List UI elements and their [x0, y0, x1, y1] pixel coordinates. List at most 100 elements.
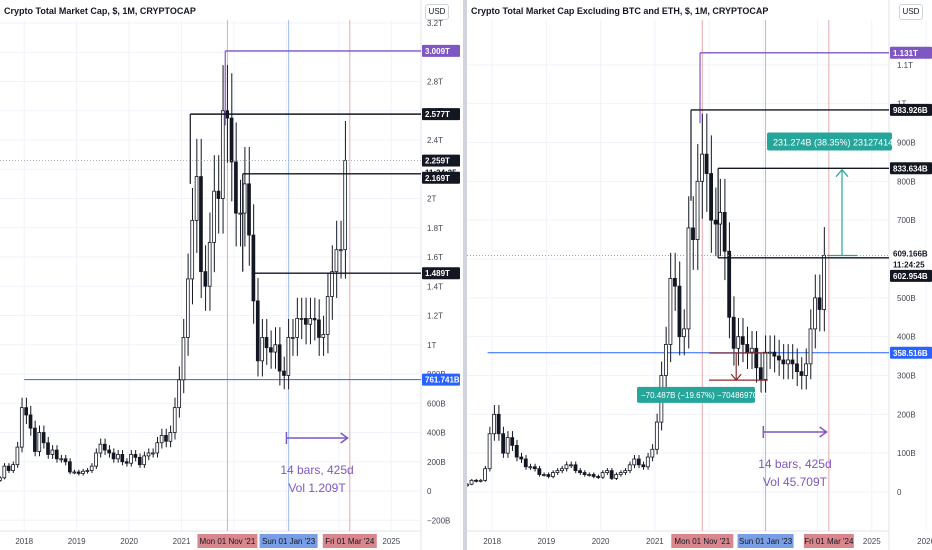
price-label: 1.489T: [425, 269, 450, 278]
measure-arrow-head: [340, 432, 349, 444]
y-tick-label: 600B: [427, 399, 446, 408]
candle-body: [767, 351, 772, 354]
y-tick-label: 1.4T: [427, 282, 443, 291]
measure-bars-text: 14 bars, 425d: [758, 457, 831, 471]
candle-body: [238, 212, 243, 215]
right-chart-pane[interactable]: 1.1T1T900B800B700B600B500B400B300B200B10…: [467, 0, 932, 550]
y-tick-label: 200B: [427, 458, 446, 467]
right-chart-canvas[interactable]: 1.1T1T900B800B700B600B500B400B300B200B10…: [467, 0, 932, 550]
candle-body: [247, 183, 251, 236]
candle-body: [234, 161, 238, 214]
price-label: 11:24:25: [893, 260, 925, 269]
y-tick-label: 200B: [897, 410, 916, 419]
candle-body: [673, 278, 677, 287]
candle-body: [745, 344, 750, 353]
candle-body: [799, 371, 804, 376]
candle-body: [277, 344, 282, 372]
candle-body: [24, 407, 28, 416]
right-chart-title: Crypto Total Market Cap Excluding BTC an…: [471, 6, 769, 16]
candle-body: [54, 449, 59, 460]
candle-body: [186, 278, 190, 338]
candle-body: [15, 446, 20, 466]
candle-body: [102, 443, 107, 451]
candle-body: [609, 470, 614, 479]
candle-body: [229, 117, 234, 163]
price-label: 1.131T: [893, 49, 918, 58]
candle-body: [582, 472, 587, 475]
candle-body: [718, 211, 723, 225]
candle-body: [727, 250, 732, 318]
price-label-box: [890, 247, 932, 260]
candle-body: [569, 464, 573, 467]
candle-body: [749, 347, 754, 353]
price-label: 358.516B: [893, 349, 928, 358]
candle-body: [137, 456, 142, 466]
x-tick-label: 2020: [120, 537, 138, 546]
y-tick-label: 100B: [897, 449, 916, 458]
x-tick-label: 2021: [173, 537, 191, 546]
candle-body: [709, 173, 714, 221]
candle-body: [312, 318, 317, 321]
y-tick-label: 700B: [897, 216, 916, 225]
candle-body: [220, 110, 225, 199]
candle-body: [605, 470, 610, 473]
candle-body: [98, 443, 103, 454]
candle-body: [487, 433, 492, 470]
candle-body: [295, 318, 299, 338]
candle-body: [142, 455, 146, 466]
candle-body: [63, 458, 68, 463]
price-label-box: [422, 267, 460, 280]
candle-body: [321, 334, 326, 338]
y-tick-label: 300B: [897, 372, 916, 381]
y-tick-label: 2.8T: [427, 78, 443, 87]
candle-body: [120, 454, 125, 463]
measure-down-text: −70.487B (−19.67%) −70486970823: [641, 391, 771, 400]
candle-body: [614, 474, 619, 479]
price-label: 3.009T: [425, 47, 450, 56]
measure-down-head: [730, 373, 742, 382]
y-tick-label: −200B: [427, 516, 450, 525]
candle-body: [532, 466, 537, 470]
candle-body: [146, 452, 151, 457]
price-label-box: [890, 346, 932, 359]
candle-body: [483, 468, 487, 481]
date-marker-label: Sun 01 Jan '23: [739, 537, 793, 546]
candle-body: [0, 477, 2, 481]
candle-body: [813, 297, 817, 330]
candle-body: [216, 190, 221, 199]
left-currency-button[interactable]: USD: [425, 4, 449, 20]
right-currency-button[interactable]: USD: [899, 4, 923, 20]
candle-body: [645, 456, 650, 468]
y-tick-label: 500B: [897, 294, 916, 303]
measure-arrow-head: [819, 426, 828, 438]
date-marker-label: Sun 01 Jan '23: [262, 537, 316, 546]
left-chart-canvas[interactable]: 3.2T3T2.8T2.6T2.4T2.2T2T1.8T1.6T1.4T1.2T…: [0, 0, 463, 550]
pane-divider[interactable]: [463, 0, 467, 550]
candle-body: [81, 470, 85, 474]
left-chart-pane[interactable]: 3.2T3T2.8T2.6T2.4T2.2T2T1.8T1.6T1.4T1.2T…: [0, 0, 463, 550]
date-marker-box: [322, 534, 377, 548]
candle-body: [763, 351, 768, 380]
candle-body: [46, 442, 50, 455]
candle-body: [251, 234, 256, 302]
candle-body: [591, 474, 596, 477]
candle-body: [317, 319, 321, 338]
candle-body: [523, 458, 528, 468]
candle-body: [2, 465, 7, 479]
candle-body: [772, 351, 777, 357]
candle-body: [677, 285, 682, 338]
candle-body: [467, 483, 469, 487]
price-label: 602.954B: [893, 272, 928, 281]
candle-body: [546, 474, 551, 477]
candle-body: [155, 442, 160, 454]
candle-body: [129, 454, 133, 464]
candle-body: [560, 468, 564, 472]
candle-body: [817, 297, 822, 310]
candle-body: [758, 367, 763, 380]
candle-body: [151, 452, 155, 455]
candle-body: [786, 359, 790, 365]
candle-body: [555, 470, 560, 473]
candle-body: [736, 336, 741, 349]
candle-body: [519, 456, 524, 460]
candle-body: [632, 458, 637, 466]
